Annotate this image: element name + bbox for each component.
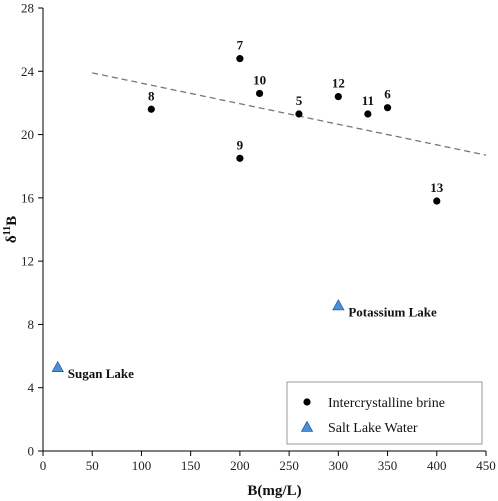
legend-label-lake: Salt Lake Water bbox=[328, 421, 418, 436]
trendline-group bbox=[92, 72, 487, 156]
y-axis-title: δ11B bbox=[2, 216, 20, 243]
y-tick-label: 0 bbox=[28, 444, 35, 459]
point-label-9: 9 bbox=[237, 137, 244, 152]
trendline bbox=[92, 72, 487, 156]
brine-point-9 bbox=[236, 154, 244, 162]
brine-point-11 bbox=[364, 110, 372, 118]
x-tick-label: 450 bbox=[476, 458, 496, 473]
point-label-7: 7 bbox=[237, 38, 244, 53]
brine-point-8 bbox=[147, 105, 155, 113]
x-tick-label: 200 bbox=[230, 458, 250, 473]
x-tick-label: 400 bbox=[427, 458, 447, 473]
y-tick-label: 4 bbox=[28, 380, 35, 395]
brine-point-12 bbox=[334, 93, 342, 101]
brine-point-5 bbox=[295, 110, 303, 118]
legend-marker-brine bbox=[303, 398, 311, 406]
lake-label-2: Sugan Lake bbox=[68, 366, 134, 381]
brine-point-10 bbox=[255, 89, 264, 98]
y-tick-label: 16 bbox=[21, 190, 35, 205]
lake-label-1: Potassium Lake bbox=[348, 304, 437, 319]
y-tick-label: 12 bbox=[21, 254, 34, 269]
x-tick-label: 250 bbox=[279, 458, 299, 473]
data-marks: 7 10 8 5 12 11 6 9 13 Potassium Lake Sugan Lake bbox=[51, 38, 444, 381]
lake-point-2 bbox=[51, 360, 64, 372]
y-tick-label: 8 bbox=[28, 317, 35, 332]
lake-point-1 bbox=[332, 299, 345, 311]
legend: Intercrystalline brine Salt Lake Water bbox=[286, 381, 483, 445]
x-tick-label: 150 bbox=[181, 458, 201, 473]
y-tick-label: 24 bbox=[21, 64, 35, 79]
point-label-11: 11 bbox=[362, 93, 374, 108]
y-tick-label: 28 bbox=[21, 1, 34, 16]
point-label-10: 10 bbox=[253, 72, 266, 87]
brine-point-7 bbox=[236, 55, 244, 63]
x-tick-label: 350 bbox=[378, 458, 398, 473]
y-axis-title-sup: 11 bbox=[2, 226, 13, 235]
x-axis-title: B(mg/L) bbox=[247, 483, 301, 499]
legend-marker-lake bbox=[300, 420, 314, 432]
y-tick-label: 20 bbox=[21, 127, 34, 142]
brine-point-13 bbox=[433, 197, 441, 205]
x-tick-label: 300 bbox=[329, 458, 349, 473]
x-tick-label: 0 bbox=[40, 458, 47, 473]
legend-box bbox=[286, 381, 483, 445]
x-tick-label: 100 bbox=[132, 458, 152, 473]
legend-label-brine: Intercrystalline brine bbox=[328, 396, 445, 411]
point-label-8: 8 bbox=[148, 88, 155, 103]
point-label-13: 13 bbox=[430, 180, 444, 195]
x-tick-label: 50 bbox=[86, 458, 99, 473]
point-label-12: 12 bbox=[332, 76, 345, 91]
y-axis-title-tail: B bbox=[4, 216, 20, 226]
point-label-5: 5 bbox=[296, 93, 303, 108]
y-axis-title-base: δ bbox=[4, 235, 20, 243]
brine-point-6 bbox=[383, 104, 392, 112]
point-label-6: 6 bbox=[384, 87, 391, 102]
